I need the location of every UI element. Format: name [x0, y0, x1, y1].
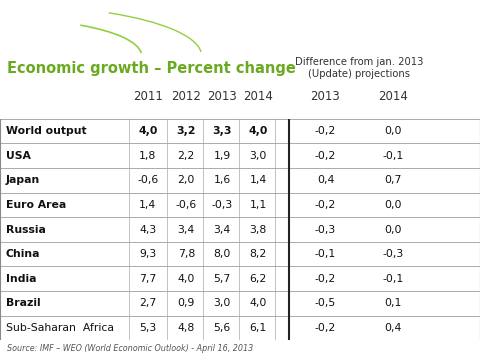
Text: 5,7: 5,7 [214, 274, 231, 284]
Text: 4,0: 4,0 [138, 126, 157, 136]
Text: 2,0: 2,0 [178, 175, 195, 185]
Text: Sub-Saharan  Africa: Sub-Saharan Africa [6, 323, 114, 333]
Text: -0,5: -0,5 [315, 298, 336, 308]
Text: 0,0: 0,0 [384, 200, 401, 210]
Text: 0,9: 0,9 [178, 298, 195, 308]
Circle shape [295, 14, 316, 17]
Text: -0,2: -0,2 [315, 200, 336, 210]
Text: -0,6: -0,6 [176, 200, 197, 210]
Text: 4,0: 4,0 [178, 274, 195, 284]
Text: 3,2: 3,2 [177, 126, 196, 136]
Text: USA: USA [6, 151, 31, 161]
Text: Economic growth – Percent change: Economic growth – Percent change [7, 61, 296, 76]
Text: 4,8: 4,8 [178, 323, 195, 333]
Text: NORGE: NORGE [334, 35, 372, 44]
Text: 1,4: 1,4 [139, 200, 156, 210]
Text: 3,8: 3,8 [250, 225, 267, 234]
Text: -0,2: -0,2 [315, 126, 336, 136]
Text: Euro Area: Euro Area [6, 200, 66, 210]
Text: -0,6: -0,6 [137, 175, 158, 185]
Text: 4,0: 4,0 [250, 298, 267, 308]
Circle shape [297, 24, 314, 26]
Text: -0,2: -0,2 [315, 274, 336, 284]
Text: 4,0: 4,0 [249, 126, 268, 136]
Text: -0,3: -0,3 [212, 200, 233, 210]
Text: 3,0: 3,0 [214, 298, 231, 308]
Text: 3,3: 3,3 [213, 126, 232, 136]
Text: 4,3: 4,3 [139, 225, 156, 234]
Text: 0,0: 0,0 [384, 126, 401, 136]
Text: -0,1: -0,1 [382, 151, 403, 161]
Text: 2014: 2014 [378, 90, 408, 103]
Text: 2,2: 2,2 [178, 151, 195, 161]
Text: -0,2: -0,2 [315, 323, 336, 333]
Text: -0,3: -0,3 [382, 249, 403, 259]
Circle shape [275, 14, 296, 17]
Circle shape [287, 33, 304, 36]
Text: 2011: 2011 [133, 90, 163, 103]
Text: -0,2: -0,2 [315, 151, 336, 161]
Text: Difference from jan. 2013
(Update) projections: Difference from jan. 2013 (Update) proje… [295, 57, 423, 79]
Text: 2012: 2012 [171, 90, 201, 103]
Text: Brazil: Brazil [6, 298, 40, 308]
Text: China: China [6, 249, 40, 259]
Text: -0,1: -0,1 [315, 249, 336, 259]
Text: 0,7: 0,7 [384, 175, 401, 185]
Text: Japan: Japan [6, 175, 40, 185]
Circle shape [285, 24, 306, 26]
Text: 0,4: 0,4 [384, 323, 401, 333]
Text: 1,9: 1,9 [214, 151, 231, 161]
Text: 5,3: 5,3 [139, 323, 156, 333]
Text: 6,2: 6,2 [250, 274, 267, 284]
Text: 3,0: 3,0 [250, 151, 267, 161]
Circle shape [291, 20, 337, 25]
Text: 6,1: 6,1 [250, 323, 267, 333]
Text: World output: World output [6, 126, 86, 136]
Text: 2013: 2013 [311, 90, 340, 103]
Text: INNOVASJON: INNOVASJON [334, 15, 401, 24]
Text: 2,7: 2,7 [139, 298, 156, 308]
Text: 2013: 2013 [207, 90, 237, 103]
Text: 8,2: 8,2 [250, 249, 267, 259]
Text: 1,4: 1,4 [250, 175, 267, 185]
Text: 1,1: 1,1 [250, 200, 267, 210]
Text: -0,1: -0,1 [382, 274, 403, 284]
Text: 2014: 2014 [243, 90, 273, 103]
Text: 0,1: 0,1 [384, 298, 401, 308]
Text: India: India [6, 274, 36, 284]
Text: 3,4: 3,4 [214, 225, 231, 234]
Text: 5,6: 5,6 [214, 323, 231, 333]
Text: Source: IMF – WEO (World Economic Outlook) - April 16, 2013: Source: IMF – WEO (World Economic Outloo… [7, 343, 253, 353]
Text: Russia: Russia [6, 225, 46, 234]
Text: 1,8: 1,8 [139, 151, 156, 161]
Text: 3,4: 3,4 [178, 225, 195, 234]
Text: 7,7: 7,7 [139, 274, 156, 284]
Text: 0,4: 0,4 [317, 175, 334, 185]
Text: 7,8: 7,8 [178, 249, 195, 259]
Text: 9,3: 9,3 [139, 249, 156, 259]
Text: 0,0: 0,0 [384, 225, 401, 234]
Text: 1,6: 1,6 [214, 175, 231, 185]
Text: -0,3: -0,3 [315, 225, 336, 234]
Text: 8,0: 8,0 [214, 249, 231, 259]
